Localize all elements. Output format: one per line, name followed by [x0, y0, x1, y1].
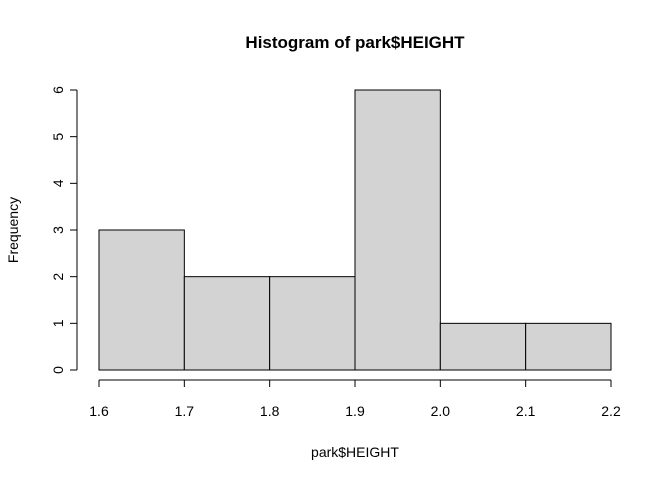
x-tick-label: 2.0 — [431, 403, 451, 419]
chart-title: Histogram of park$HEIGHT — [245, 33, 465, 52]
histogram-bar-6 — [525, 322, 612, 371]
y-tick-label: 3 — [50, 226, 66, 234]
y-tick-label: 5 — [50, 133, 66, 141]
x-tick-label: 1.7 — [175, 403, 195, 419]
histogram-bar-3 — [269, 276, 356, 371]
x-tick-label: 1.6 — [89, 403, 109, 419]
bars-group — [98, 89, 612, 371]
y-axis-label: Frequency — [5, 197, 21, 263]
y-tick-label: 1 — [50, 319, 66, 327]
y-tick-label: 2 — [50, 273, 66, 281]
y-tick-label: 6 — [50, 86, 66, 94]
y-tick-label: 4 — [50, 179, 66, 187]
histogram-bar-5 — [439, 322, 527, 371]
x-tick-label: 1.8 — [260, 403, 280, 419]
x-axis-label: park$HEIGHT — [311, 444, 399, 460]
y-tick-label: 0 — [50, 366, 66, 374]
x-tick-label: 1.9 — [345, 403, 365, 419]
histogram-bar-1 — [98, 229, 185, 371]
histogram-bar-4 — [354, 89, 441, 371]
x-axis: 1.6 1.7 1.8 1.9 2.0 2.1 2.2 — [89, 379, 621, 419]
histogram-bar-2 — [183, 276, 271, 371]
x-tick-label: 2.2 — [601, 403, 621, 419]
x-tick-label: 2.1 — [516, 403, 536, 419]
y-axis: 0 1 2 3 4 5 6 — [50, 86, 78, 374]
